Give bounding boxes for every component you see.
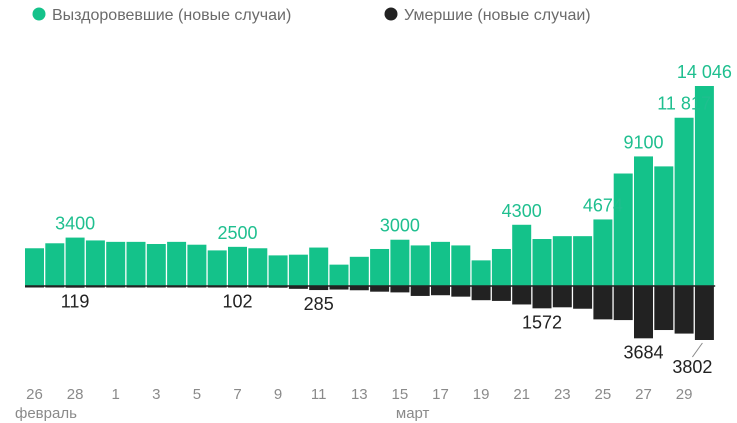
legend-recovered-label: Выздоровевшие (новые случаи) xyxy=(52,7,291,24)
deaths-bar xyxy=(431,286,450,296)
recovered-data-label: 2500 xyxy=(217,223,257,243)
deaths-bar xyxy=(410,286,430,296)
deaths-bar xyxy=(654,286,674,331)
recovered-bar xyxy=(512,224,532,286)
x-tick-label: 15 xyxy=(392,386,409,403)
recovered-bar xyxy=(390,239,410,286)
deaths-bar xyxy=(552,286,572,308)
recovered-bar xyxy=(532,239,552,286)
deaths-bar xyxy=(65,286,85,288)
x-tick-label: 5 xyxy=(193,386,201,403)
deaths-bar xyxy=(532,286,552,309)
recovered-bar xyxy=(654,166,674,286)
x-tick-label: 17 xyxy=(432,386,449,403)
deaths-bar xyxy=(512,286,532,305)
x-tick-label: 19 xyxy=(473,386,490,403)
recovered-bar xyxy=(207,250,227,286)
x-tick-label: 26 xyxy=(26,386,43,403)
deaths-bar xyxy=(451,286,471,297)
recovered-data-label: 11 817 xyxy=(657,94,711,114)
recovered-bar xyxy=(85,240,105,286)
x-tick-label: 11 xyxy=(311,386,327,403)
x-tick-label: 29 xyxy=(676,386,693,403)
deaths-bar xyxy=(309,286,329,291)
recovered-bar xyxy=(674,117,694,286)
x-tick-label: 23 xyxy=(554,386,571,403)
recovered-data-label: 4300 xyxy=(502,201,542,221)
recovered-data-label: 9100 xyxy=(623,132,663,152)
recovered-bar xyxy=(573,236,593,286)
recovered-bar xyxy=(552,236,572,286)
deaths-bar xyxy=(288,286,308,289)
deaths-data-label: 3684 xyxy=(623,342,663,362)
recovered-bar xyxy=(634,156,653,286)
recovered-bar xyxy=(309,247,329,286)
recovered-bar xyxy=(25,248,44,286)
deaths-bar xyxy=(573,286,593,309)
recovered-bar xyxy=(268,255,288,286)
recovered-bar xyxy=(187,244,207,286)
deaths-bar xyxy=(674,286,694,334)
recovered-bar xyxy=(694,86,714,286)
x-tick-label: 1 xyxy=(112,386,120,403)
month-label: март xyxy=(396,405,430,422)
recovered-bar xyxy=(349,256,369,286)
deaths-bar xyxy=(593,286,613,320)
deaths-data-label: 1572 xyxy=(522,312,562,332)
recovered-bar xyxy=(593,219,613,286)
legend-deaths-marker xyxy=(384,7,398,21)
recovered-data-label: 3400 xyxy=(55,214,95,234)
recovered-data-label: 3000 xyxy=(380,216,420,236)
recovered-bar xyxy=(288,254,308,286)
recovered-bar xyxy=(106,241,126,286)
deaths-label-leader xyxy=(691,342,703,358)
recovered-bar xyxy=(167,241,187,286)
recovered-bar xyxy=(329,264,349,286)
deaths-data-label: 285 xyxy=(304,294,334,314)
recovered-bar xyxy=(146,243,166,286)
x-tick-label: 7 xyxy=(233,386,241,403)
recovered-bar xyxy=(126,241,146,286)
legend-deaths-label: Умершие (новые случаи) xyxy=(404,7,591,24)
recovered-data-label: 4674 xyxy=(583,195,623,215)
x-tick-label: 25 xyxy=(595,386,612,403)
recovered-bar xyxy=(65,237,85,286)
recovered-data-label: 14 046 xyxy=(677,62,732,82)
x-tick-label: 27 xyxy=(635,386,652,403)
deaths-bar xyxy=(370,286,390,292)
recovered-bar xyxy=(491,248,511,286)
x-tick-label: 21 xyxy=(513,386,530,403)
recovered-bar xyxy=(410,245,430,286)
deaths-data-label: 119 xyxy=(61,292,90,312)
x-tick-label: 3 xyxy=(152,386,160,403)
deaths-bar xyxy=(329,286,349,290)
deaths-bar xyxy=(613,286,633,321)
deaths-bar xyxy=(491,286,511,301)
legend-recovered-marker xyxy=(32,7,46,21)
x-tick-label: 13 xyxy=(351,386,368,403)
deaths-bar xyxy=(694,286,714,340)
x-tick-label: 28 xyxy=(67,386,84,403)
deaths-bar xyxy=(471,286,491,301)
deaths-bar xyxy=(390,286,410,293)
month-label: февраль xyxy=(15,405,77,422)
x-tick-label: 9 xyxy=(274,386,282,403)
deaths-bar xyxy=(634,286,653,339)
recovered-bar xyxy=(228,246,247,286)
deaths-bar xyxy=(268,286,288,288)
deaths-data-label: 3802 xyxy=(672,357,712,377)
deaths-bar xyxy=(349,286,369,291)
recovered-bar xyxy=(471,260,491,286)
recovered-bar xyxy=(431,241,450,286)
deaths-data-label: 102 xyxy=(222,291,252,311)
recovered-bar xyxy=(45,243,65,286)
recovered-bar xyxy=(613,173,633,286)
recovered-bar xyxy=(370,248,390,286)
recovered-bar xyxy=(451,245,471,286)
recovered-bar xyxy=(248,248,268,286)
